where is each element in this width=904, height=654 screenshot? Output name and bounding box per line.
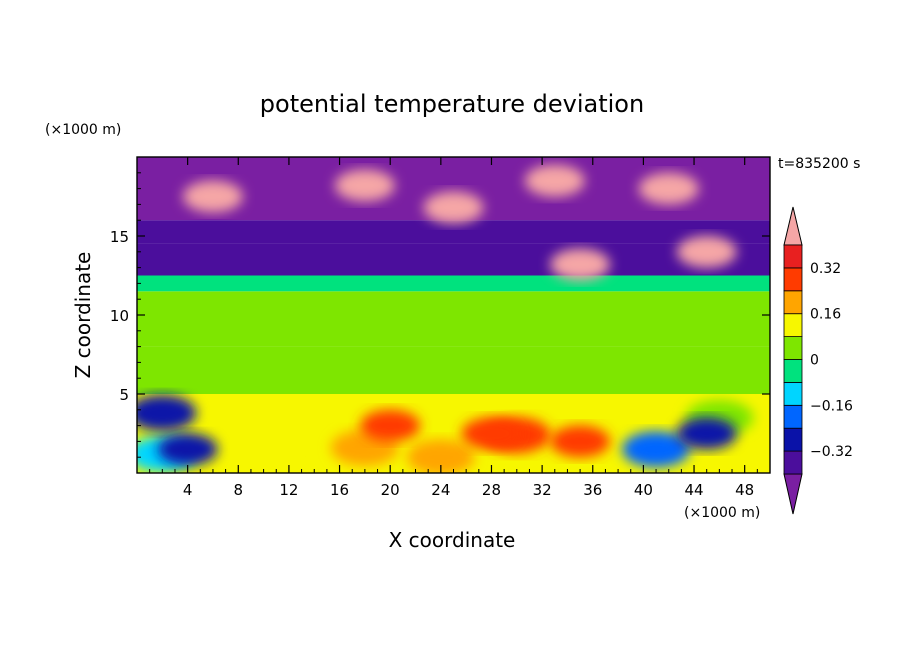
heatmap-band: [137, 275, 770, 292]
heatmap-area: [137, 157, 770, 473]
x-axis-label: X coordinate: [389, 528, 516, 552]
x-tick-label: 12: [279, 481, 298, 499]
heatmap-cell: [406, 439, 475, 473]
time-label: t=835200 s: [778, 156, 860, 172]
y-axis: 5 10 15: [110, 172, 770, 458]
x-tick-label: 44: [684, 481, 703, 499]
heatmap-blob: [334, 169, 395, 202]
colorbar-box: [783, 381, 803, 406]
x-tick-label: 16: [330, 481, 349, 499]
colorbar-box: [783, 404, 803, 429]
colorbar-extend-bottom: [783, 473, 803, 515]
y-axis-label: Z coordinate: [71, 252, 95, 379]
heatmap-blob: [461, 417, 522, 450]
colorbar-tick-label: 0.16: [810, 307, 841, 323]
x-tick-label: 32: [533, 481, 552, 499]
heatmap-blob: [360, 409, 421, 442]
heatmap-blob: [182, 180, 243, 213]
x-axis: 4 8 12 16 20 24 28 32 36 40 44 48: [149, 157, 758, 499]
colorbar-box: [783, 313, 803, 338]
heatmap-cell: [137, 394, 197, 431]
heatmap-band: [137, 220, 770, 244]
colorbar-tick-label: −0.32: [810, 444, 853, 460]
colorbar-box: [783, 244, 803, 269]
x-tick-label: 20: [381, 481, 400, 499]
chart-title: potential temperature deviation: [260, 90, 644, 118]
heatmap-band: [137, 291, 770, 347]
x-tick-label: 28: [482, 481, 501, 499]
colorbar-box: [783, 336, 803, 360]
x-unit-label: (×1000 m): [684, 505, 760, 521]
heatmap-cell: [229, 420, 298, 457]
colorbar-box: [783, 427, 803, 452]
heatmap-cell: [622, 431, 691, 468]
colorbar: 0.32 0.16 0 −0.16 −0.32: [783, 206, 853, 515]
x-tick-label: 40: [634, 481, 653, 499]
colorbar-box: [783, 267, 803, 292]
heatmap-blob: [638, 172, 699, 205]
colorbar-box: [783, 450, 803, 475]
y-tick-label: 10: [110, 307, 129, 325]
colorbar-extend-top: [783, 206, 803, 246]
y-tick-label: 5: [119, 386, 129, 404]
colorbar-tick-label: 0: [810, 353, 819, 369]
heatmap-blob: [676, 235, 737, 268]
colorbar-tick-label: 0.32: [810, 261, 841, 277]
heatmap-blob: [423, 191, 484, 224]
x-tick-label: 4: [183, 481, 193, 499]
x-tick-label: 36: [583, 481, 602, 499]
y-tick-label: 15: [110, 228, 129, 246]
heatmap-blob: [157, 433, 218, 466]
x-tick-label: 48: [735, 481, 754, 499]
heatmap-blob: [524, 164, 585, 197]
heatmap-band: [137, 346, 770, 394]
heatmap-blob: [550, 425, 611, 458]
x-tick-label: 8: [234, 481, 244, 499]
colorbar-box: [783, 290, 803, 315]
heatmap-band: [137, 243, 770, 276]
heatmap-blob: [676, 417, 737, 450]
heatmap-blob: [550, 248, 611, 281]
colorbar-tick-label: −0.16: [810, 398, 853, 414]
x-tick-label: 24: [431, 481, 450, 499]
y-unit-label: (×1000 m): [45, 122, 121, 138]
colorbar-box: [783, 359, 803, 383]
